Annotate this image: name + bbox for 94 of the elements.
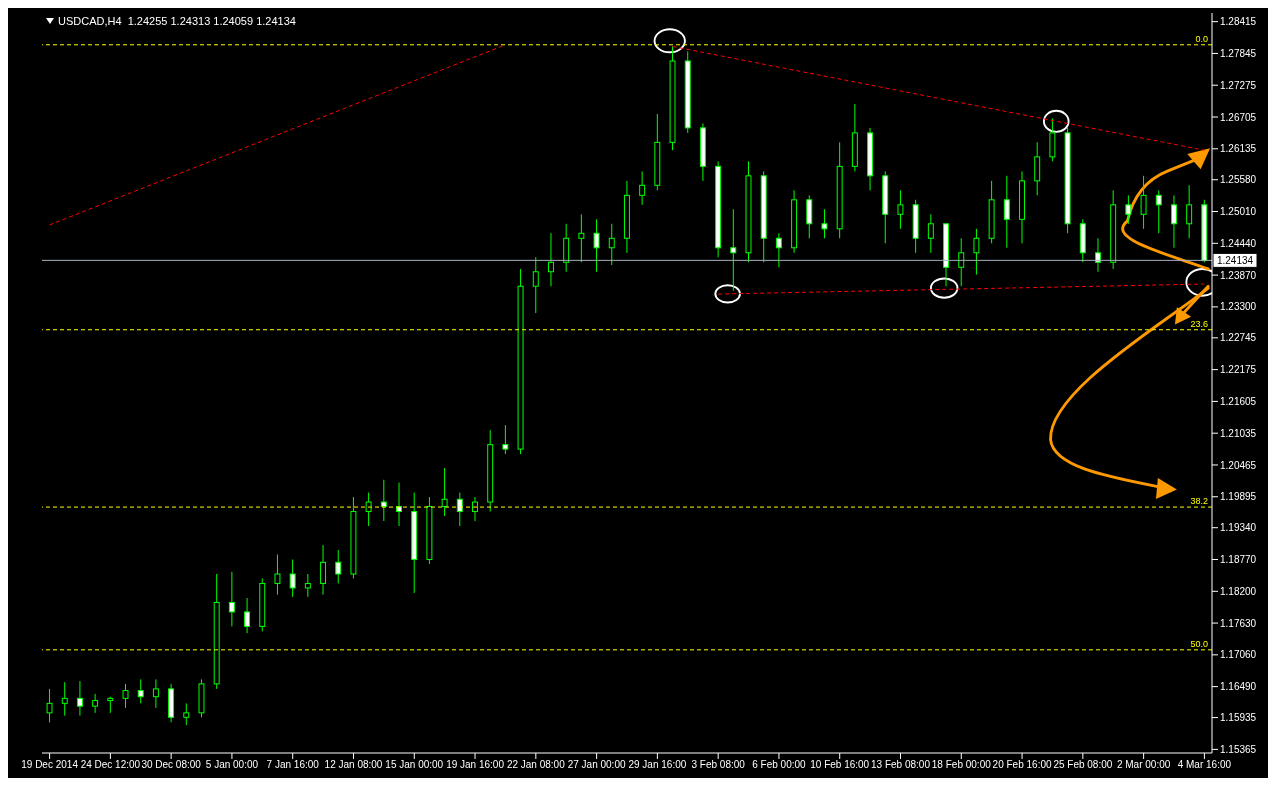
y-tick-label: 1.22175 bbox=[1220, 364, 1257, 376]
y-tick-label: 1.17060 bbox=[1220, 649, 1257, 661]
y-tick-label: 1.23300 bbox=[1220, 301, 1257, 313]
candlestick bbox=[973, 228, 980, 276]
candlestick bbox=[1003, 175, 1010, 249]
y-tick-label: 1.28415 bbox=[1220, 16, 1257, 28]
x-tick-label: 22 Jan 08:00 bbox=[506, 759, 566, 771]
candlestick bbox=[304, 573, 311, 598]
candlestick bbox=[1186, 184, 1193, 239]
candlestick bbox=[1140, 175, 1147, 230]
x-tick-label: 4 Mar 16:00 bbox=[1177, 759, 1232, 771]
candlestick bbox=[730, 208, 737, 292]
chart-title: USDCAD,H4 1.24255 1.24313 1.24059 1.24134 bbox=[58, 15, 296, 27]
x-tick-label: 12 Jan 08:00 bbox=[324, 759, 383, 771]
candlestick bbox=[46, 688, 53, 723]
y-tick-label: 1.16490 bbox=[1220, 681, 1257, 693]
candlestick bbox=[578, 213, 585, 263]
annotation: 38.2 bbox=[1190, 496, 1208, 507]
candlestick bbox=[122, 683, 129, 709]
y-tick-label: 1.19340 bbox=[1220, 522, 1257, 534]
annotation: 0.0 bbox=[1195, 33, 1208, 44]
y-tick-label: 1.17630 bbox=[1220, 617, 1257, 629]
candlestick bbox=[821, 208, 828, 239]
y-tick-label: 1.21035 bbox=[1220, 427, 1257, 439]
x-tick-label: 19 Dec 2014 bbox=[21, 759, 79, 771]
y-tick-label: 1.24440 bbox=[1220, 237, 1257, 249]
annotation: 50.0 bbox=[1190, 638, 1208, 649]
candlestick bbox=[183, 702, 190, 726]
candlestick bbox=[335, 549, 342, 584]
y-tick-label: 1.18770 bbox=[1220, 554, 1257, 566]
candlestick bbox=[244, 597, 251, 634]
candlestick bbox=[593, 218, 600, 273]
y-tick-label: 1.26135 bbox=[1220, 143, 1257, 155]
candlestick bbox=[456, 492, 463, 527]
annotation: 23.6 bbox=[1190, 318, 1208, 329]
candlestick bbox=[1095, 237, 1101, 273]
candlestick bbox=[441, 467, 448, 517]
candlestick bbox=[1049, 117, 1056, 162]
x-tick-label: 6 Feb 00:00 bbox=[752, 759, 807, 771]
x-tick-label: 7 Jan 16:00 bbox=[266, 759, 320, 771]
x-tick-label: 2 Mar 00:00 bbox=[1116, 759, 1171, 771]
candlestick bbox=[502, 424, 509, 455]
y-tick-label: 1.23870 bbox=[1220, 269, 1257, 281]
candlestick bbox=[563, 223, 570, 273]
y-tick-label: 1.21605 bbox=[1220, 395, 1257, 407]
candlestick bbox=[927, 213, 934, 254]
candlestick bbox=[228, 571, 235, 627]
candlestick bbox=[608, 223, 615, 266]
candlestick bbox=[320, 544, 327, 596]
candlestick bbox=[775, 232, 782, 268]
candlestick bbox=[547, 232, 554, 287]
y-tick-label: 1.22745 bbox=[1220, 332, 1257, 344]
candlestick bbox=[532, 256, 539, 314]
candlestick bbox=[152, 678, 159, 709]
x-tick-label: 20 Feb 16:00 bbox=[992, 759, 1052, 771]
x-tick-label: 13 Feb 08:00 bbox=[871, 759, 931, 771]
y-tick-label: 1.15365 bbox=[1220, 743, 1257, 755]
y-tick-label: 1.25010 bbox=[1220, 206, 1257, 218]
x-tick-label: 30 Dec 08:00 bbox=[141, 759, 202, 771]
x-tick-label: 10 Feb 16:00 bbox=[810, 759, 870, 771]
candlestick bbox=[958, 237, 965, 287]
y-tick-label: 1.19895 bbox=[1220, 491, 1257, 503]
x-tick-label: 18 Feb 00:00 bbox=[931, 759, 992, 771]
x-tick-label: 15 Jan 00:00 bbox=[385, 759, 444, 771]
x-tick-label: 27 Jan 00:00 bbox=[567, 759, 626, 771]
y-tick-label: 1.27275 bbox=[1220, 79, 1257, 91]
y-tick-label: 1.25580 bbox=[1220, 174, 1257, 186]
candlestick bbox=[1034, 141, 1041, 196]
y-tick-label: 1.20465 bbox=[1220, 459, 1257, 471]
x-tick-label: 29 Jan 16:00 bbox=[628, 759, 687, 771]
candlestick bbox=[380, 479, 387, 522]
candlestick bbox=[76, 680, 83, 717]
candlestick bbox=[1125, 194, 1132, 225]
x-tick-label: 24 Dec 12:00 bbox=[80, 759, 141, 771]
candlestick bbox=[92, 693, 99, 714]
y-tick-label: 1.27845 bbox=[1220, 47, 1257, 59]
candlestick bbox=[289, 559, 296, 598]
candlestick bbox=[639, 170, 646, 206]
x-tick-label: 3 Feb 08:00 bbox=[691, 759, 746, 771]
y-tick-label: 1.18200 bbox=[1220, 585, 1257, 597]
candlestick bbox=[897, 189, 904, 230]
candlestick bbox=[1155, 189, 1162, 234]
candlestick bbox=[274, 553, 281, 596]
candlestick bbox=[365, 492, 372, 527]
ref-line-label: 1.24134 bbox=[1216, 255, 1254, 267]
y-tick-label: 1.15935 bbox=[1220, 712, 1257, 724]
candlestick bbox=[61, 681, 68, 717]
y-tick-label: 1.26705 bbox=[1220, 111, 1257, 123]
x-tick-label: 25 Feb 08:00 bbox=[1053, 759, 1113, 771]
x-tick-label: 19 Jan 16:00 bbox=[446, 759, 505, 771]
x-tick-label: 5 Jan 00:00 bbox=[205, 759, 259, 771]
candlestick bbox=[1170, 194, 1177, 249]
candlestick bbox=[137, 678, 144, 704]
candlestick bbox=[806, 194, 813, 239]
